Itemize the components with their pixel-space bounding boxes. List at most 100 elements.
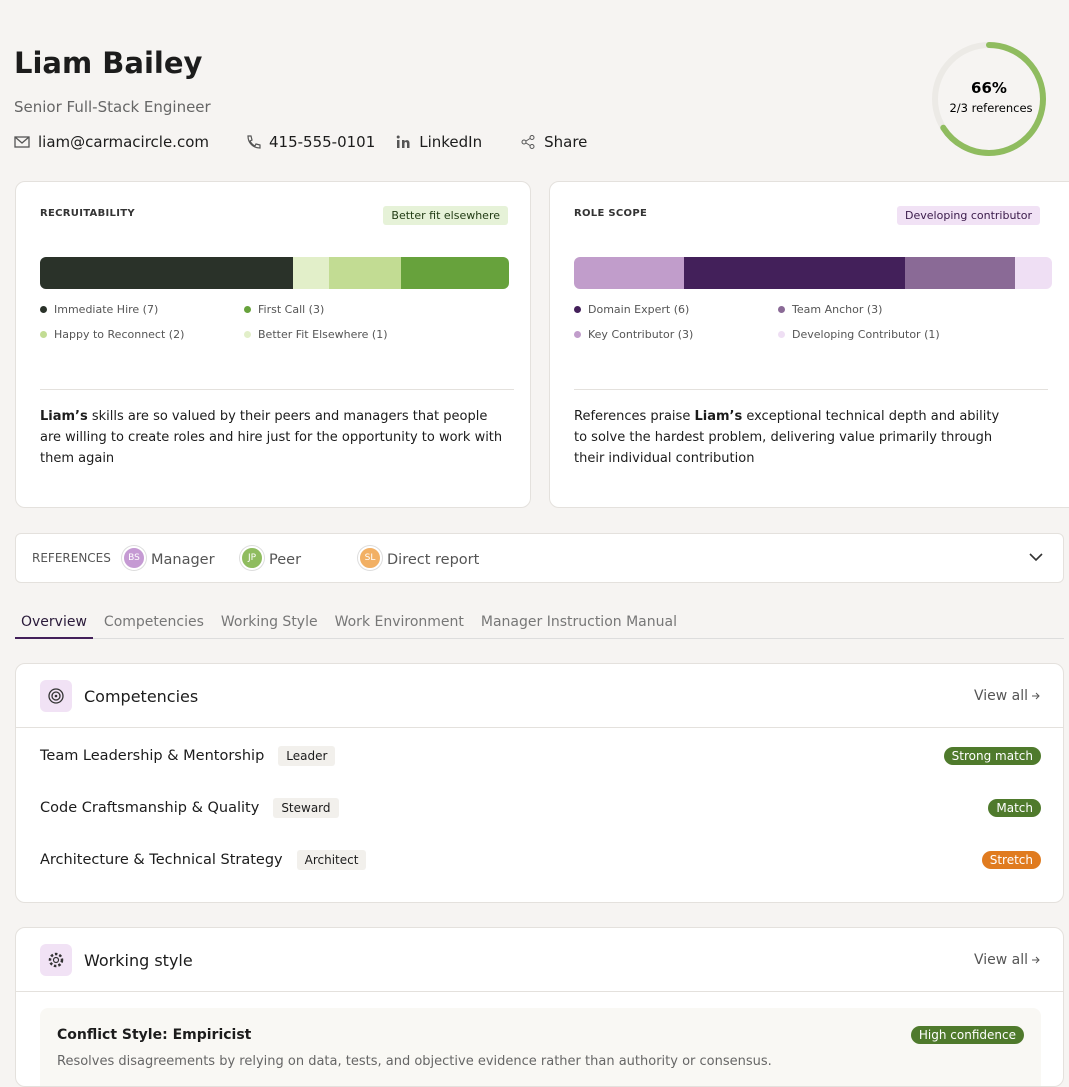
divider — [574, 389, 1048, 390]
progress-ring: 66% 2/3 references — [932, 42, 1046, 156]
section-title: Working style — [84, 951, 193, 970]
legend-label: First Call (3) — [258, 303, 325, 316]
legend-label: Better Fit Elsewhere (1) — [258, 328, 388, 341]
share-button[interactable]: Share — [544, 133, 588, 151]
contact-row: liam@carmacircle.com 415-555-0101 Linked… — [14, 133, 587, 151]
phone[interactable]: 415-555-0101 — [268, 133, 376, 151]
legend-item: Domain Expert (6) — [574, 303, 778, 316]
style-text: Resolves disagreements by relying on dat… — [57, 1054, 772, 1069]
reference-chip[interactable]: JP Peer — [240, 546, 301, 570]
match-badge: Strong match — [943, 747, 1041, 765]
legend-label: Happy to Reconnect (2) — [54, 328, 185, 341]
divider — [40, 389, 514, 390]
tab[interactable]: Work Environment — [334, 614, 464, 630]
job-title: Senior Full-Stack Engineer — [14, 98, 211, 116]
legend-item: Key Contributor (3) — [574, 328, 778, 341]
chevron[interactable] — [1029, 552, 1043, 562]
mail-icon — [14, 136, 30, 148]
legend-dot — [574, 331, 581, 338]
legend-item: Better Fit Elsewhere (1) — [244, 328, 448, 341]
reference-chip[interactable]: SL Direct report — [358, 546, 479, 570]
competency-tag: Architect — [296, 850, 367, 870]
icon-tile — [40, 944, 72, 976]
bar-segment — [40, 257, 293, 289]
competency-name: Architecture & Technical Strategy — [40, 852, 283, 868]
avatar: SL — [358, 546, 382, 570]
summary: Liam’s skills are so valued by their pee… — [40, 406, 510, 469]
references-label: REFERENCES — [32, 551, 111, 565]
legend-label: Team Anchor (3) — [792, 303, 883, 316]
legend-label: Domain Expert (6) — [588, 303, 690, 316]
card-heading: ROLE SCOPE — [574, 208, 648, 219]
bar-segment — [400, 257, 509, 289]
view-all-text[interactable]: View all — [973, 688, 1028, 704]
legend-label: Key Contributor (3) — [588, 328, 694, 341]
recruitability-card: RECRUITABILITY Better fit elsewhere Imme… — [15, 181, 531, 508]
tab[interactable]: Working Style — [220, 614, 318, 630]
legend-dot — [778, 331, 785, 338]
legend-dot — [244, 306, 251, 313]
icon-tile — [40, 680, 72, 712]
competency-name: Code Craftsmanship & Quality — [40, 800, 260, 816]
view-all[interactable]: View all — [974, 688, 1041, 704]
working-style-card: Working style View all Conflict Style: E… — [15, 927, 1064, 1087]
bar-segment — [328, 257, 401, 289]
competency-row: Architecture & Technical Strategy Archite… — [40, 850, 367, 870]
legend-item: Developing Contributor (1) — [778, 328, 982, 341]
arrow-icon — [1032, 956, 1040, 964]
avatar: JP — [240, 546, 264, 570]
style-title: Conflict Style: Empiricist — [57, 1027, 252, 1043]
divider — [16, 991, 1063, 992]
legend-item: Happy to Reconnect (2) — [40, 328, 244, 341]
reference-role: Manager — [151, 551, 215, 568]
legend-item: Immediate Hire (7) — [40, 303, 244, 316]
card-heading: RECRUITABILITY — [40, 208, 135, 219]
reference-chip[interactable]: BS Manager — [122, 546, 215, 570]
competency-name: Team Leadership & Mentorship — [40, 748, 265, 764]
view-all-text[interactable]: View all — [973, 952, 1028, 968]
card-badge: Better fit elsewhere — [383, 206, 508, 225]
summary-text: exceptional technical depth and ability … — [574, 409, 1000, 466]
tab[interactable]: Overview — [15, 614, 93, 639]
legend-dot — [40, 306, 47, 313]
target-icon — [48, 688, 64, 704]
linkedin-link[interactable]: LinkedIn — [419, 133, 483, 151]
bar-segment — [684, 257, 905, 289]
bar-segment — [292, 257, 329, 289]
competency-tag: Leader — [278, 746, 336, 766]
view-all[interactable]: View all — [974, 952, 1041, 968]
competency-tag: Steward — [273, 798, 339, 818]
competencies-card: Competencies View all Team Leadership & … — [15, 663, 1064, 903]
bar-segment — [574, 257, 685, 289]
reference-role: Direct report — [387, 551, 480, 568]
ring-sublabel: 2/3 references — [949, 101, 1032, 115]
legend-item: Team Anchor (3) — [778, 303, 982, 316]
summary-name: Liam’s — [40, 409, 88, 424]
references-bar[interactable]: REFERENCES BS Manager JP Peer SL Direct repor… — [15, 533, 1064, 583]
ring-arc — [932, 42, 1046, 156]
stacked-bar — [574, 257, 1052, 289]
tab[interactable]: Manager Instruction Manual — [480, 614, 677, 630]
gear-icon — [48, 952, 64, 968]
divider — [16, 727, 1063, 728]
legend-dot — [574, 306, 581, 313]
share-icon — [521, 135, 535, 149]
legend-item: First Call (3) — [244, 303, 448, 316]
competency-row: Team Leadership & Mentorship Leader — [40, 746, 336, 766]
bar-segment — [1015, 257, 1052, 289]
summary: References praise Liam’s exceptional tec… — [574, 406, 1014, 469]
competency-row: Code Craftsmanship & Quality Steward — [40, 798, 339, 818]
legend-label: Developing Contributor (1) — [792, 328, 940, 341]
email[interactable]: liam@carmacircle.com — [38, 133, 209, 151]
summary-name: Liam’s — [694, 409, 743, 424]
arrow-icon — [1032, 692, 1040, 700]
avatar: BS — [122, 546, 146, 570]
tab-bar: Overview Competencies Working Style Work En… — [15, 614, 1064, 639]
summary-text: References praise — [574, 409, 695, 424]
tab[interactable]: Competencies — [103, 614, 204, 630]
linkedin-icon — [396, 135, 410, 148]
role-scope-card: ROLE SCOPE Developing contributor Key Co… — [549, 181, 1069, 508]
ring-percent: 66% — [971, 79, 1007, 97]
summary-text: skills are so valued by their peers and … — [40, 409, 503, 466]
